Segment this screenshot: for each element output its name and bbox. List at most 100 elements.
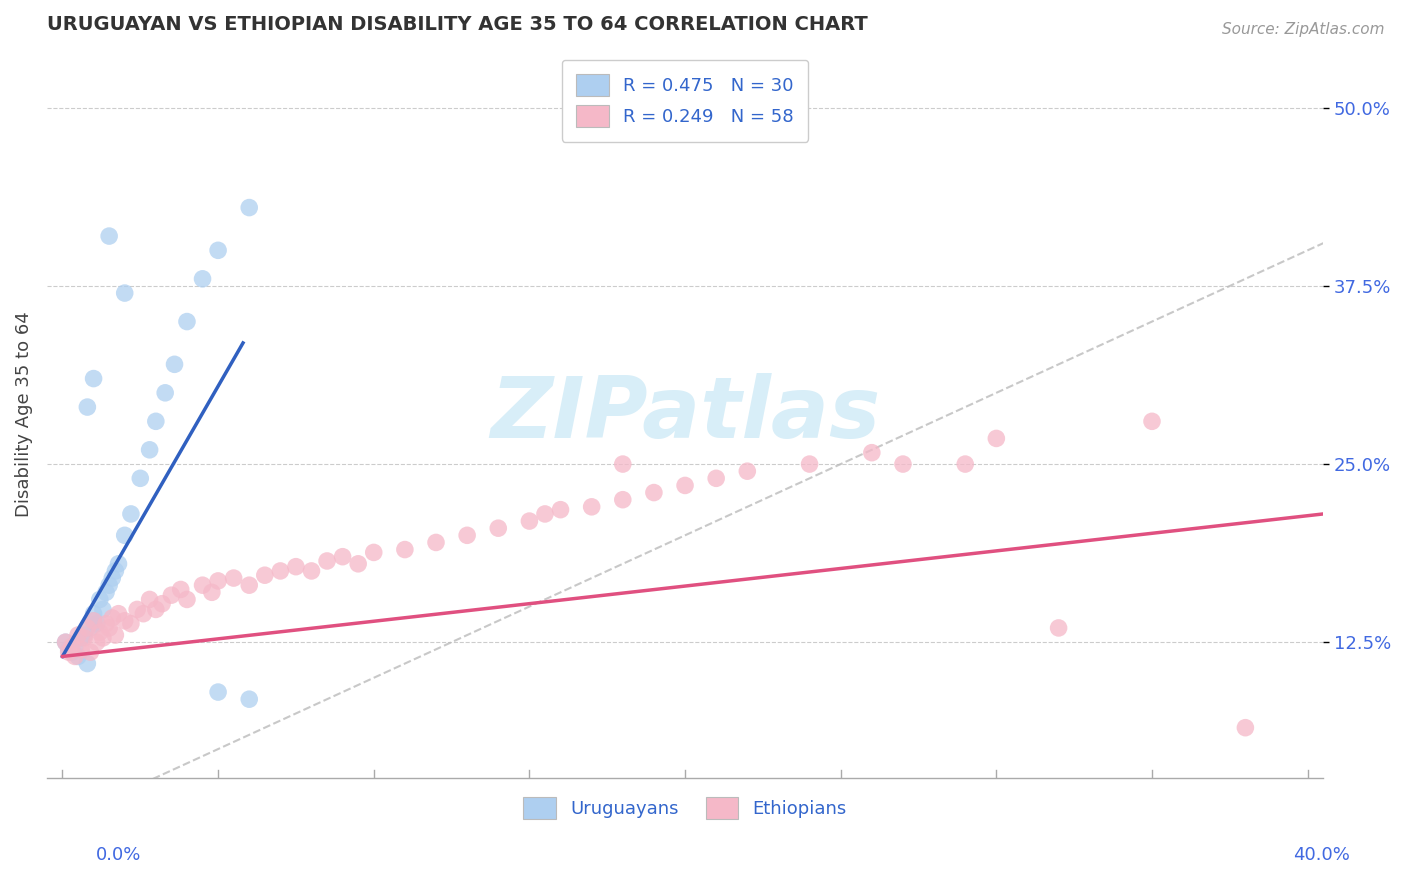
Point [534, 507, 557, 521]
Point [138, 592, 160, 607]
Point [238, 201, 260, 215]
Point [145, 414, 167, 428]
Point [612, 457, 634, 471]
Point [98, 578, 121, 592]
Point [986, 432, 1008, 446]
Point [301, 564, 323, 578]
Point [153, 385, 176, 400]
Point [891, 457, 914, 471]
Point [394, 542, 416, 557]
Point [83, 607, 105, 621]
Point [89, 592, 111, 607]
Point [76, 657, 98, 671]
Point [114, 528, 136, 542]
Point [58, 645, 80, 659]
Point [94, 616, 117, 631]
Point [66, 628, 89, 642]
Point [104, 564, 127, 578]
Point [160, 588, 183, 602]
Point [704, 471, 727, 485]
Point [316, 554, 339, 568]
Point [132, 607, 155, 621]
Point [363, 545, 385, 559]
Point [129, 471, 152, 485]
Text: Source: ZipAtlas.com: Source: ZipAtlas.com [1222, 22, 1385, 37]
Point [83, 614, 105, 628]
Point [550, 502, 572, 516]
Y-axis label: Disability Age 35 to 64: Disability Age 35 to 64 [15, 311, 32, 517]
Point [253, 568, 276, 582]
Point [456, 528, 478, 542]
Point [581, 500, 603, 514]
Point [107, 607, 129, 621]
Legend: Uruguayans, Ethiopians: Uruguayans, Ethiopians [516, 790, 853, 827]
Point [60, 640, 83, 654]
Point [1047, 621, 1070, 635]
Point [176, 592, 198, 607]
Point [643, 485, 665, 500]
Point [89, 625, 111, 640]
Point [60, 645, 83, 659]
Point [138, 442, 160, 457]
Point [76, 400, 98, 414]
Point [284, 559, 307, 574]
Point [63, 640, 86, 654]
Point [120, 507, 142, 521]
Point [55, 635, 77, 649]
Point [101, 571, 124, 585]
Text: 0.0%: 0.0% [96, 846, 141, 863]
Point [332, 549, 354, 564]
Point [486, 521, 509, 535]
Point [737, 464, 759, 478]
Point [76, 621, 98, 635]
Point [207, 574, 229, 588]
Point [83, 371, 105, 385]
Point [170, 582, 193, 597]
Point [145, 602, 167, 616]
Point [70, 642, 93, 657]
Point [207, 685, 229, 699]
Point [953, 457, 976, 471]
Point [120, 616, 142, 631]
Point [91, 631, 114, 645]
Point [347, 557, 370, 571]
Text: URUGUAYAN VS ETHIOPIAN DISABILITY AGE 35 TO 64 CORRELATION CHART: URUGUAYAN VS ETHIOPIAN DISABILITY AGE 35… [46, 15, 868, 34]
Point [519, 514, 541, 528]
Point [104, 628, 127, 642]
Point [222, 571, 245, 585]
Point [94, 585, 117, 599]
Point [269, 564, 291, 578]
Point [1234, 721, 1257, 735]
Point [101, 611, 124, 625]
Point [91, 602, 114, 616]
Point [799, 457, 821, 471]
Point [55, 635, 77, 649]
Point [176, 315, 198, 329]
Point [86, 616, 108, 631]
Point [63, 649, 86, 664]
Point [73, 628, 96, 642]
Point [860, 445, 883, 459]
Point [207, 244, 229, 258]
Point [86, 635, 108, 649]
Point [66, 649, 89, 664]
Point [73, 631, 96, 645]
Point [201, 585, 224, 599]
Point [107, 557, 129, 571]
Point [98, 229, 121, 244]
Point [191, 578, 214, 592]
Point [79, 621, 101, 635]
Point [1140, 414, 1163, 428]
Point [425, 535, 447, 549]
Text: ZIPatlas: ZIPatlas [489, 373, 880, 456]
Point [673, 478, 696, 492]
Point [79, 645, 101, 659]
Point [114, 286, 136, 301]
Point [70, 631, 93, 645]
Point [58, 642, 80, 657]
Point [191, 272, 214, 286]
Point [238, 578, 260, 592]
Point [238, 692, 260, 706]
Point [163, 357, 186, 371]
Text: 40.0%: 40.0% [1294, 846, 1350, 863]
